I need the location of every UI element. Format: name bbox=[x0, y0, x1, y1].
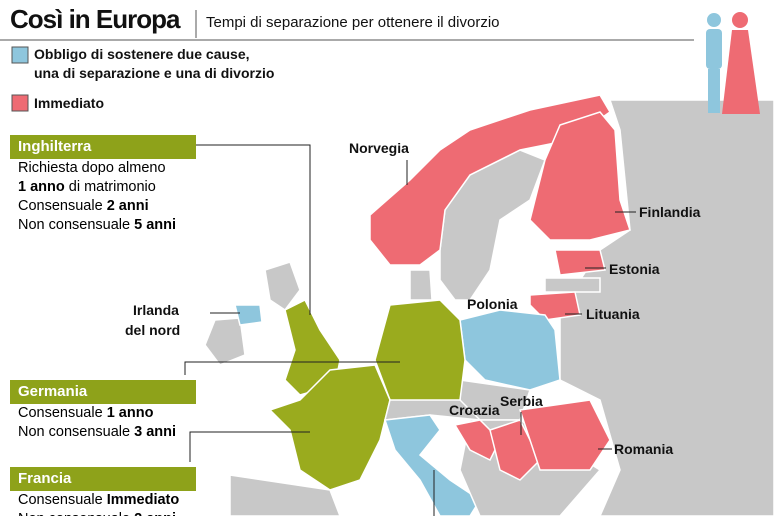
leader-lines bbox=[184, 144, 636, 516]
map-label: Croazia bbox=[449, 402, 500, 418]
info-box: Inghilterra Richiesta dopo almeno 1 anno di… bbox=[10, 135, 196, 235]
latvia bbox=[544, 277, 601, 293]
map-label: del nord bbox=[125, 322, 181, 338]
poland bbox=[459, 309, 561, 391]
box-line: 1 anno di matrimonio bbox=[10, 178, 196, 197]
box-line: Non consensuale 2 anni bbox=[10, 510, 196, 516]
box-line: Consensuale 1 anno bbox=[10, 404, 196, 423]
finland bbox=[529, 111, 631, 241]
box-text: 3 anni bbox=[134, 424, 177, 440]
box-text: Richiesta dopo almeno bbox=[18, 160, 166, 176]
norway bbox=[369, 94, 611, 266]
box-title: Germania bbox=[10, 380, 196, 404]
countries bbox=[204, 94, 774, 516]
box-text: Non consensuale bbox=[18, 424, 131, 440]
map-label: Estonia bbox=[609, 261, 660, 277]
box-text: di matrimonio bbox=[68, 179, 156, 195]
alps bbox=[384, 399, 483, 421]
box-text: Consensuale bbox=[18, 492, 103, 508]
box-line: Non consensuale 3 anni bbox=[10, 423, 196, 442]
box-title: Francia bbox=[10, 467, 196, 491]
box-text: Non consensuale bbox=[18, 217, 131, 233]
box-text: 1 anno bbox=[18, 179, 65, 195]
map-label: Norvegia bbox=[349, 140, 409, 156]
scotland bbox=[264, 261, 301, 312]
germany bbox=[374, 299, 466, 411]
map-label: Romania bbox=[614, 441, 674, 457]
map-label: Serbia bbox=[500, 393, 543, 409]
box-line: Consensuale 2 anni bbox=[10, 197, 196, 216]
denmark bbox=[409, 269, 433, 301]
box-text: Consensuale bbox=[18, 198, 103, 214]
box-line: Richiesta dopo almeno bbox=[10, 159, 196, 178]
lithuania bbox=[529, 291, 581, 321]
france bbox=[268, 364, 391, 491]
map-label: Polonia bbox=[467, 296, 518, 312]
box-text: 2 anni bbox=[134, 511, 176, 516]
info-box: FranciaConsensualeImmediatoNon consensua… bbox=[10, 467, 196, 516]
box-text: 2 anni bbox=[106, 198, 149, 214]
spain bbox=[229, 474, 341, 516]
box-line: Non consensuale 5 anni bbox=[10, 216, 196, 235]
couple-icon bbox=[706, 12, 760, 114]
box-text: 5 anni bbox=[134, 217, 177, 233]
box-line: Consensuale Immediato bbox=[10, 491, 196, 510]
map-label: Lituania bbox=[586, 306, 640, 322]
box-text: Immediato bbox=[106, 492, 180, 508]
box-text: 1 anno bbox=[106, 405, 154, 421]
box-text: Consensuale bbox=[18, 405, 103, 421]
title: Così in Europa bbox=[10, 4, 180, 34]
legend-swatch bbox=[11, 94, 29, 112]
romania bbox=[519, 399, 611, 471]
ireland bbox=[204, 317, 246, 366]
box-text: Non consensuale bbox=[18, 511, 130, 516]
box-title: Inghilterra bbox=[10, 135, 196, 159]
legend-text: Obbligo di sostenere due cause, una di se… bbox=[34, 46, 275, 81]
legend-swatch bbox=[11, 46, 29, 64]
estonia bbox=[554, 249, 606, 276]
map-label: Finlandia bbox=[639, 204, 701, 220]
map-label: Irlanda bbox=[133, 302, 179, 318]
northern-ireland bbox=[234, 304, 263, 326]
info-box: Germania Consensuale 1 anno Non consensuale… bbox=[10, 380, 196, 442]
serbia bbox=[489, 419, 541, 481]
legend-text: Immediato bbox=[34, 95, 105, 111]
subtitle: Tempi di separazione per ottenere il div… bbox=[206, 14, 500, 31]
